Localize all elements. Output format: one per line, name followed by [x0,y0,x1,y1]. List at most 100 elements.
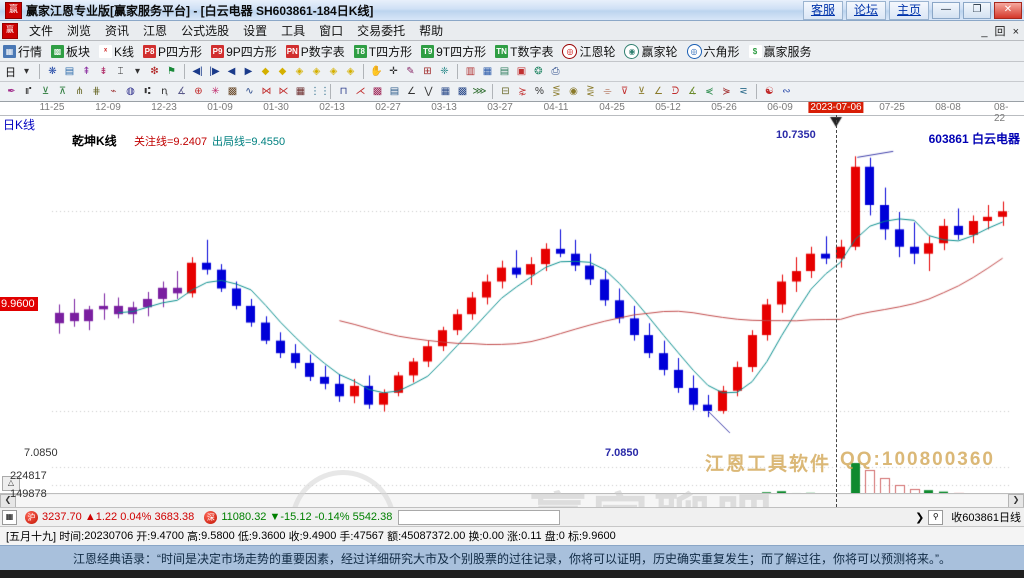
tool2-icon[interactable]: ⊼ [58,86,67,97]
target-icon[interactable]: ⊕ [194,86,203,97]
net-icon[interactable]: ❂ [534,66,543,77]
grid2-icon[interactable]: ▦ [295,86,306,97]
market-icon[interactable]: ▦ [2,509,17,525]
func-p-number[interactable]: PN P数字表 [285,43,345,60]
gann2-icon[interactable]: ⋉ [278,86,289,97]
menu-file[interactable]: 文件 [29,24,54,38]
close-button[interactable]: ✕ [994,2,1022,19]
status-nav-next-icon[interactable]: ❯ [915,511,925,524]
func-quotes[interactable]: ▦ 行情 [3,43,42,60]
chart-b-icon[interactable]: ⇟ [99,66,108,77]
gold-icon[interactable]: ◉ [569,86,578,97]
print-icon[interactable]: ⎙ [551,66,560,77]
red-icon[interactable]: ⋩ [518,86,527,97]
func-kline[interactable]: ᕽ K线 [99,43,134,60]
globe2-icon[interactable]: ❈ [440,66,449,77]
cam-icon[interactable]: ▩ [372,86,383,97]
yinyang-icon[interactable]: ☯ [765,86,774,97]
func-t-square[interactable]: T8 T四方形 [353,43,412,60]
menu-help[interactable]: 帮助 [419,24,444,38]
gann-fan-icon[interactable]: ⋚ [552,86,561,97]
comb-icon[interactable]: ⋮⋮ [310,86,330,97]
gold2-icon[interactable]: ⊻ [637,86,646,97]
st3-icon[interactable]: ⋜ [739,86,748,97]
tool3-icon[interactable]: ⋔ [75,86,84,97]
magnet-icon[interactable]: ⌁ [110,86,117,97]
st2-icon[interactable]: ⋟ [722,86,731,97]
calendar-icon[interactable]: ▥ [465,66,476,77]
refresh-icon[interactable]: ❇ [150,66,159,77]
status-scroll-region[interactable] [398,509,561,525]
first-icon[interactable]: ◀| [192,66,203,77]
pen-icon[interactable]: ✎ [406,66,415,77]
menu-gann[interactable]: 江恩 [143,24,168,38]
table2-icon[interactable]: ▩ [457,86,468,97]
gann-grid-icon[interactable]: ⋛ [586,86,595,97]
prev-icon[interactable]: ◀ [227,66,236,77]
diamond2-icon[interactable]: ◆ [278,66,287,77]
page-icon[interactable]: ▤ [64,66,75,77]
price-plot[interactable]: 9.9600 7.0850 224817 149878 74939 10.735… [0,115,1024,507]
horizontal-scrollbar[interactable]: ❮ ❯ [0,493,1024,507]
screen-icon[interactable]: ▤ [389,86,400,97]
chart-a-icon[interactable]: ⇞ [82,66,91,77]
func-t-number[interactable]: TN T数字表 [495,43,553,60]
func-9p-square[interactable]: P9 9P四方形 [211,43,277,60]
next-icon[interactable]: ▶ [244,66,253,77]
circle-icon[interactable]: ◍ [126,86,135,97]
volume-pane-toggle[interactable]: △ [2,476,20,491]
mdi-window-buttons[interactable]: _ 回 × [981,26,1021,38]
globe-icon[interactable]: ❋ [48,66,57,77]
tool1-icon[interactable]: ⊻ [41,86,50,97]
candlestick-canvas[interactable] [0,115,1024,507]
box-icon[interactable]: ▩ [227,86,238,97]
link-zhuye[interactable]: 主页 [888,1,929,20]
minimize-button[interactable]: — [932,2,960,19]
link-luntan[interactable]: 论坛 [845,1,886,20]
disk-icon[interactable]: ▣ [516,66,527,77]
diamond4-icon[interactable]: ◈ [312,66,321,77]
fz-icon[interactable]: ᑓ [671,86,680,97]
candle-icon[interactable]: ⌶ [117,66,124,77]
candle-dropdown-icon[interactable]: ▾ [134,66,141,77]
frame-icon[interactable]: ⊞ [423,66,432,77]
last-icon[interactable]: |▶ [209,66,220,77]
flag-icon[interactable]: ⚑ [167,66,176,77]
menu-browse[interactable]: 浏览 [67,24,92,38]
fork-icon[interactable]: ⑈ [25,86,32,97]
zigzag-icon[interactable]: ⋌ [355,86,366,97]
menu-window[interactable]: 窗口 [319,24,344,38]
table-icon[interactable]: ▦ [440,86,451,97]
chart-area[interactable]: 11-25 12-09 12-23 01-09 01-30 02-13 02-27 03-13… [0,102,1024,507]
menu-news[interactable]: 资讯 [105,24,130,38]
func-blocks[interactable]: ▩ 板块 [51,43,90,60]
tool4-icon[interactable]: ⋕ [92,86,101,97]
func-winner-service[interactable]: $ 赢家服务 [748,43,812,60]
save-icon[interactable]: ▦ [482,66,493,77]
sq-icon[interactable]: ⊽ [620,86,629,97]
fork2-icon[interactable]: ⑆ [144,86,151,97]
func-hexagon[interactable]: ◎ 六角形 [686,43,740,60]
star-icon[interactable]: ✳ [211,86,220,97]
ang-icon[interactable]: ∠ [654,86,663,97]
period-dropdown-icon[interactable]: ▾ [23,66,30,77]
fib-icon[interactable]: ꞑ [161,86,168,97]
func-9t-square[interactable]: T9 9T四方形 [421,43,486,60]
gann1-icon[interactable]: ⋈ [261,86,272,97]
st1-icon[interactable]: ⋞ [705,86,714,97]
percent-icon[interactable]: % [535,86,544,97]
angle-icon[interactable]: ∡ [177,86,186,97]
menu-formula-select[interactable]: 公式选股 [181,24,230,38]
diamond5-icon[interactable]: ◈ [329,66,338,77]
diamond6-icon[interactable]: ◈ [346,66,355,77]
scroll-track[interactable] [16,494,1008,507]
ang2-icon[interactable]: ∡ [688,86,697,97]
scroll-right-button[interactable]: ❯ [1008,493,1024,507]
func-p-square[interactable]: P8 P四方形 [143,43,202,60]
crosshair-icon[interactable]: ✛ [389,66,398,77]
menu-tools[interactable]: 工具 [281,24,306,38]
report-icon[interactable]: ▤ [499,66,510,77]
link-kefu[interactable]: 客服 [802,1,843,20]
menu-trade[interactable]: 交易委托 [357,24,406,38]
diamond1-icon[interactable]: ◆ [261,66,270,77]
